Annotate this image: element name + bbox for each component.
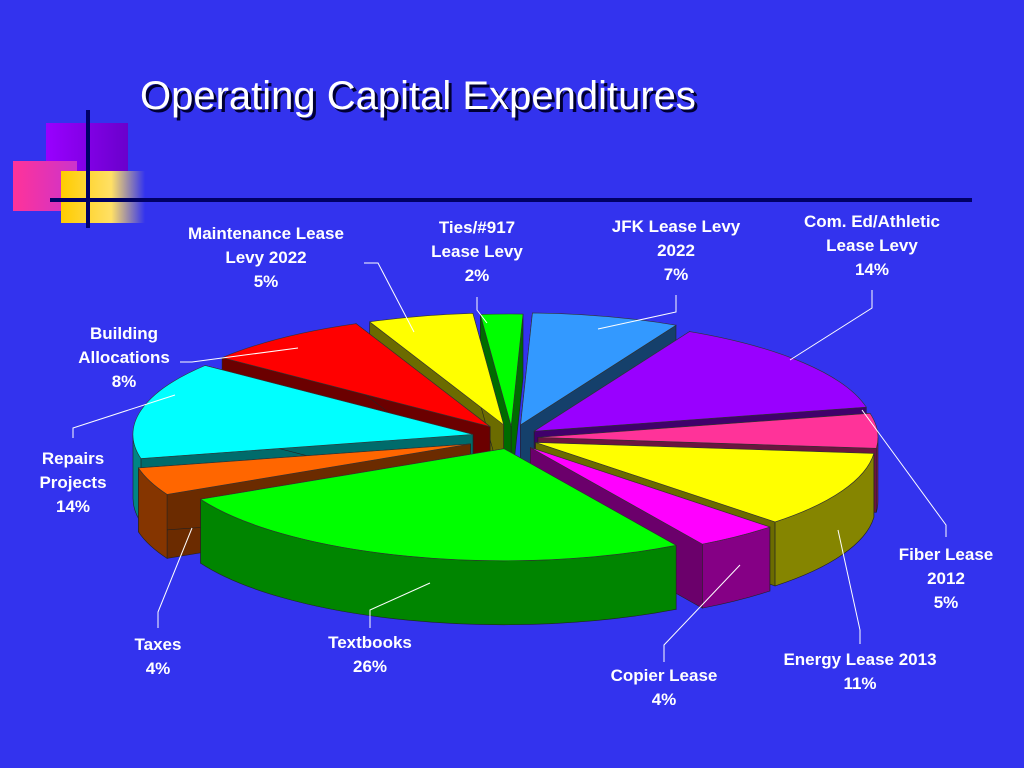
slice-top [368,312,505,426]
slice-top [199,448,678,562]
page-title: Operating Capital Expenditures [140,74,696,118]
data-label-energy-lease-2013: Energy Lease 2013 11% [783,650,936,693]
data-label-line: 26% [353,657,387,676]
data-label-line: 5% [934,593,959,612]
data-label-fiber-lease-2012: Fiber Lease 2012 5% [899,545,994,612]
data-label-line: 2022 [657,241,695,260]
deco-vertical-line [86,110,90,228]
slice-side [876,437,879,513]
leader-line [157,527,193,628]
data-label-line: Projects [39,473,106,492]
data-label-line: Fiber Lease [899,545,994,564]
data-label-line: 8% [112,372,137,391]
data-label-line: Levy 2022 [225,248,306,267]
data-label-jfk-lease-levy-2022: JFK Lease Levy 2022 7% [612,217,741,284]
data-label-line: 2% [465,266,490,285]
data-label-line: Com. Ed/Athletic [804,212,940,231]
data-label-line: 2012 [927,569,965,588]
leader-line [861,409,947,537]
leader-line [180,347,299,363]
data-label-line: 14% [56,497,90,516]
data-label-building-allocations: Building Allocations 8% [78,324,170,391]
data-label-maintenance-lease-levy-2022: Maintenance Lease Levy 2022 5% [188,224,344,291]
data-label-textbooks: Textbooks 26% [328,633,412,676]
data-label-ties-917-lease-levy: Ties/#917 Lease Levy 2% [431,218,523,285]
data-label-line: Textbooks [328,633,412,652]
data-label-line: Lease Levy [431,242,523,261]
title-rule [50,198,972,202]
data-label-repairs-projects: Repairs Projects 14% [39,449,106,516]
data-label-line: Taxes [135,635,182,654]
data-label-line: Building [90,324,158,343]
leader-line [663,564,741,662]
data-label-line: Copier Lease [611,666,718,685]
data-label-line: Maintenance Lease [188,224,344,243]
slice-textbooks [199,448,678,626]
data-label-line: 4% [146,659,171,678]
leader-line [837,529,861,644]
slice-top [520,312,677,426]
data-label-line: Repairs [42,449,104,468]
slice-top [132,365,474,459]
slice-top [137,443,471,495]
data-label-line: 11% [843,674,876,693]
data-label-com-ed-athletic-lease-levy: Com. Ed/Athletic Lease Levy 14% [804,212,940,279]
data-label-copier-lease: Copier Lease 4% [611,666,718,709]
data-label-taxes: Taxes 4% [135,635,182,678]
data-label-line: Lease Levy [826,236,918,255]
data-label-line: 4% [652,690,677,709]
data-label-line: 5% [254,272,279,291]
slice-top [534,331,867,432]
deco-yellow-square [61,171,145,223]
data-label-line: Ties/#917 [439,218,515,237]
leader-line [597,295,677,330]
leader-line [476,297,488,324]
data-label-line: Allocations [78,348,170,367]
leader-line [369,582,431,628]
data-label-line: 14% [855,260,889,279]
leader-line [72,394,176,438]
slice-top [530,447,771,545]
slice-top [535,442,875,523]
data-label-line: JFK Lease Levy [612,217,741,236]
leader-line [789,290,873,361]
data-label-line: 7% [664,265,689,284]
leader-line [364,262,415,333]
data-label-line: Energy Lease 2013 [783,650,936,669]
